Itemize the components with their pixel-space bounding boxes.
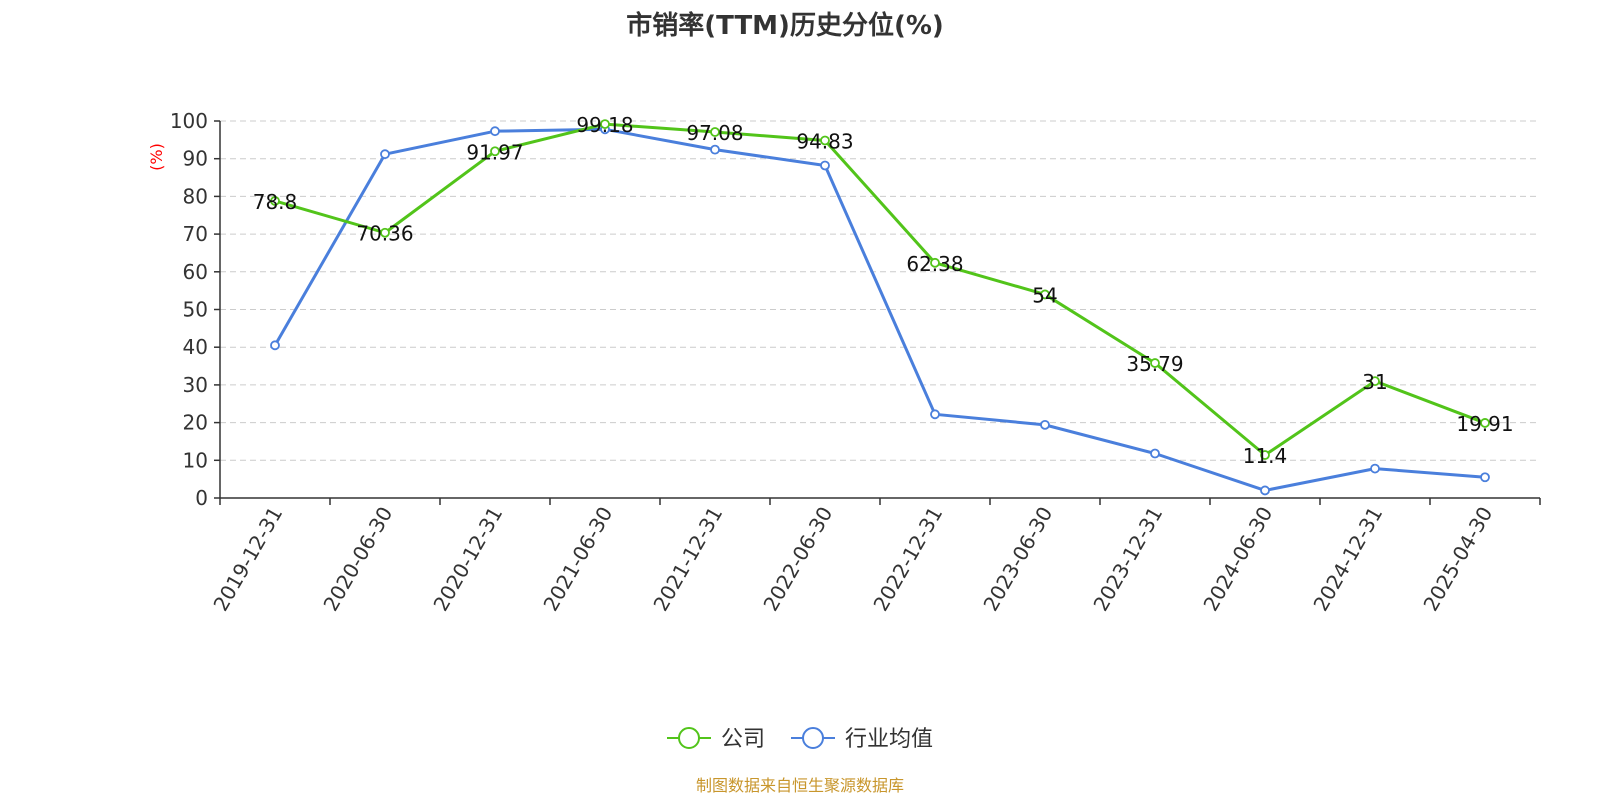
series-line-0 bbox=[274, 122, 1486, 457]
series-line-1 bbox=[273, 127, 1486, 492]
legend-label-0: 公司 bbox=[721, 727, 765, 752]
series-1-point bbox=[1370, 463, 1380, 474]
y-tick-label: 20 bbox=[183, 411, 208, 435]
y-axis-label: (%) bbox=[147, 143, 166, 171]
legend-marker-1 bbox=[802, 727, 824, 749]
series-0-point bbox=[1480, 418, 1490, 428]
series-0-point bbox=[930, 257, 940, 268]
data-label: 70.36 bbox=[356, 222, 413, 246]
data-labels: 78.8 70.36 91.97 99.18 97.08 94.83 62.38 54 35.7… bbox=[253, 113, 1514, 468]
x-tick-label: 2020-06-30 bbox=[318, 503, 397, 616]
series-1-point bbox=[930, 409, 940, 420]
data-label: 11.4 bbox=[1243, 444, 1288, 468]
x-tick-label: 2019-12-31 bbox=[208, 503, 287, 616]
data-label: 31 bbox=[1362, 370, 1387, 394]
x-tick-label: 2023-06-30 bbox=[978, 503, 1057, 616]
x-tick-label: 2021-12-31 bbox=[648, 503, 727, 616]
data-label: 99.18 bbox=[576, 113, 633, 137]
x-tick-label: 2025-04-30 bbox=[1418, 503, 1497, 616]
series-1-point bbox=[820, 160, 830, 171]
series-0-point bbox=[380, 227, 390, 238]
x-tick-label: 2024-12-31 bbox=[1308, 503, 1387, 616]
series-0-point bbox=[710, 127, 720, 137]
series-0-point bbox=[820, 135, 830, 146]
series-0-point bbox=[600, 119, 610, 129]
data-label: 54 bbox=[1032, 283, 1057, 307]
x-tick-label: 2023-12-31 bbox=[1088, 503, 1167, 616]
series-1-point bbox=[710, 144, 720, 155]
series-0-point bbox=[1040, 289, 1050, 300]
series-0-point bbox=[490, 146, 500, 157]
series-1-point bbox=[1260, 485, 1270, 496]
data-label: 97.08 bbox=[686, 121, 743, 145]
x-tick-label: 2020-12-31 bbox=[428, 503, 507, 616]
x-tick-label: 2024-06-30 bbox=[1198, 503, 1277, 616]
y-tick-label: 100 bbox=[170, 109, 208, 133]
data-label: 94.83 bbox=[796, 129, 853, 153]
legend-marker-0 bbox=[678, 727, 700, 749]
legend-label-1: 行业均值 bbox=[845, 727, 933, 752]
x-tick-label: 2021-06-30 bbox=[538, 503, 617, 616]
series-layer bbox=[270, 119, 1490, 496]
data-label: 78.8 bbox=[253, 190, 298, 214]
y-tick-label: 80 bbox=[183, 184, 208, 208]
source-note: 制图数据来自恒生聚源数据库 bbox=[696, 776, 904, 795]
chart-title: 市销率(TTM)历史分位(%) bbox=[626, 10, 944, 41]
data-label: 35.79 bbox=[1126, 352, 1183, 376]
series-0-point bbox=[270, 196, 280, 206]
y-tick-label: 50 bbox=[183, 298, 208, 322]
series-1-point bbox=[380, 149, 390, 160]
legend: 公司 行业均值 bbox=[667, 727, 933, 752]
data-label: 91.97 bbox=[466, 140, 523, 164]
y-tick-label: 60 bbox=[183, 260, 208, 284]
y-tick-label: 30 bbox=[183, 373, 208, 397]
series-1-point bbox=[1150, 448, 1160, 459]
data-label: 19.91 bbox=[1456, 412, 1513, 436]
y-tick-label: 10 bbox=[183, 448, 208, 472]
y-tick-label: 0 bbox=[195, 486, 208, 510]
axes: 0 10 20 30 40 50 60 70 80 90 100 2019-12-31 2020-06-… bbox=[170, 109, 1541, 616]
x-tick-label: 2022-06-30 bbox=[758, 503, 837, 616]
y-tick-label: 40 bbox=[183, 335, 208, 359]
grid-lines bbox=[220, 120, 1540, 461]
series-0-point bbox=[1150, 358, 1160, 368]
series-1-point bbox=[1040, 419, 1050, 430]
y-tick-label: 70 bbox=[183, 222, 208, 246]
series-0-point bbox=[1370, 376, 1380, 387]
x-tick-label: 2022-12-31 bbox=[868, 503, 947, 616]
series-1-point bbox=[1480, 472, 1490, 483]
series-1-point bbox=[490, 126, 500, 137]
series-0-point bbox=[1260, 450, 1270, 460]
data-label: 62.38 bbox=[906, 252, 963, 276]
series-1-point bbox=[270, 340, 280, 351]
y-tick-label: 90 bbox=[183, 147, 208, 171]
